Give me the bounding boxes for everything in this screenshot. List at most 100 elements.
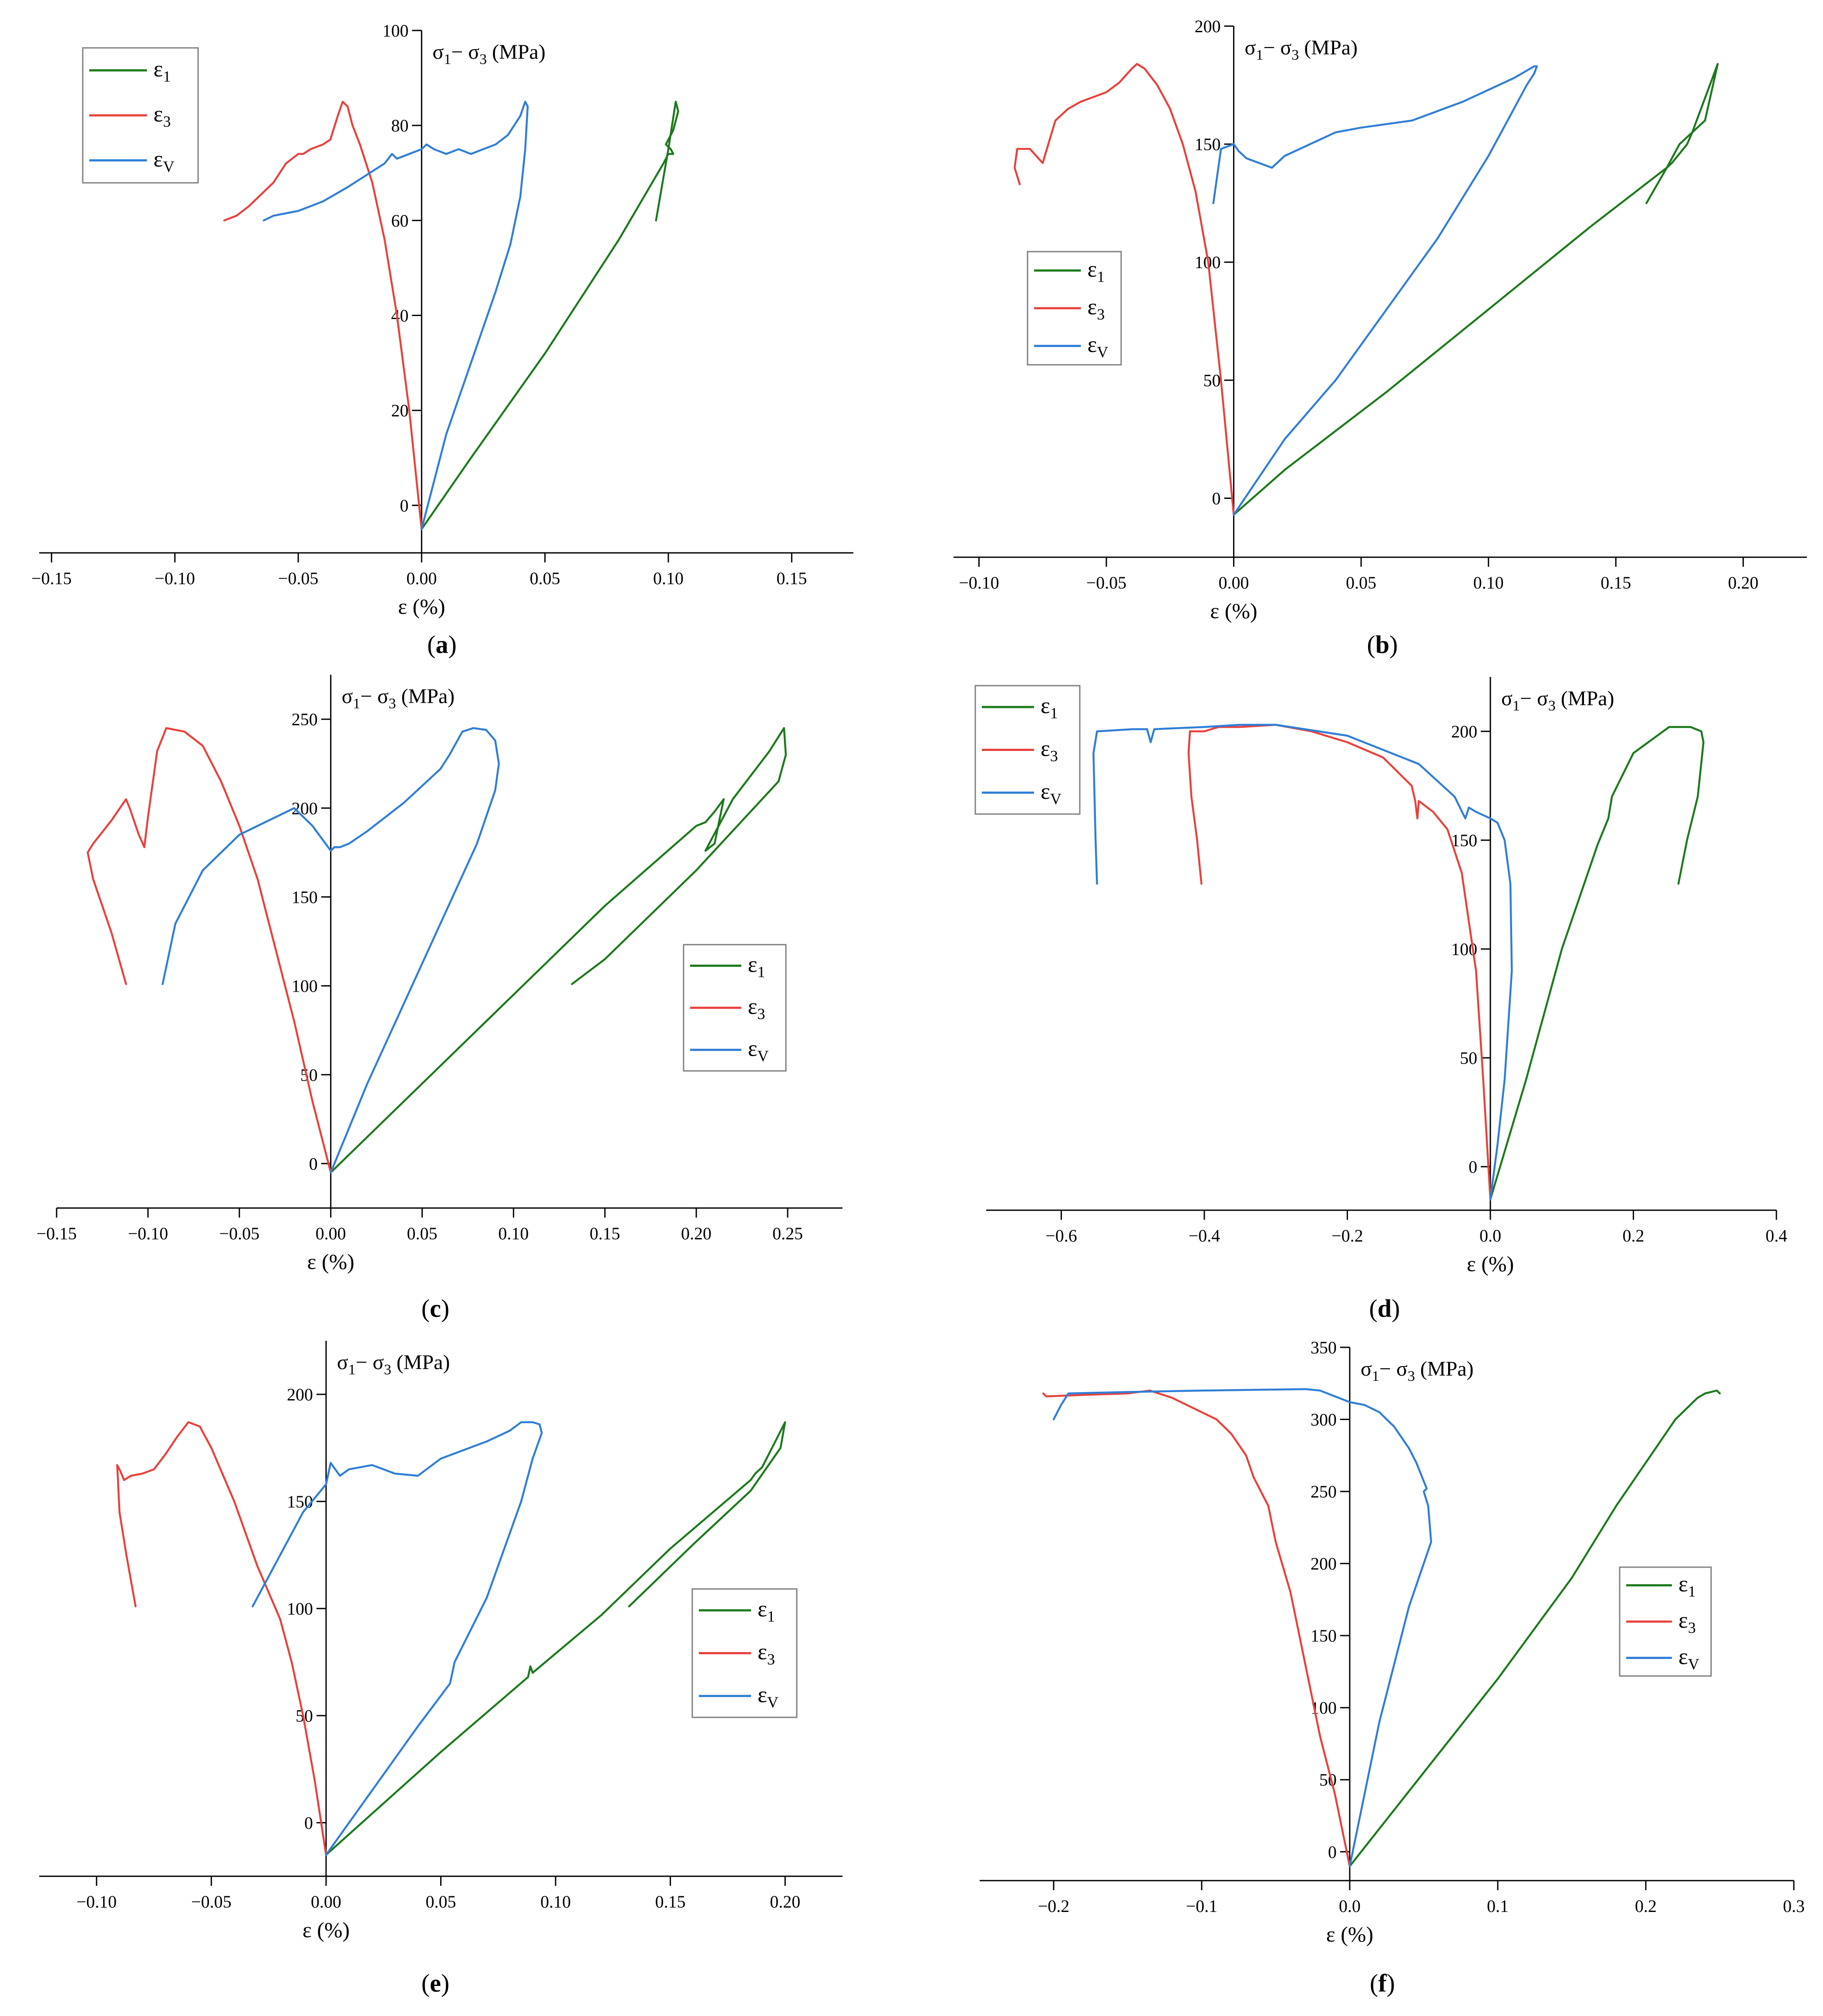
x-tick-label: 0.05 xyxy=(426,1892,456,1912)
y-tick-label: 200 xyxy=(287,1385,313,1404)
series-line-e1 xyxy=(325,1421,786,1856)
legend-label-e3: ε3 xyxy=(748,994,765,1023)
x-tick-label: 0.20 xyxy=(1728,573,1759,592)
x-tick-label: 0.1 xyxy=(1487,1896,1509,1916)
y-tick-label: 80 xyxy=(391,116,408,135)
x-tick-label: −0.05 xyxy=(1086,573,1127,592)
y-axis-title: σ1− σ3 (MPa) xyxy=(337,1351,450,1378)
legend-label-ev: εV xyxy=(154,147,175,175)
legend-label-e1: ε1 xyxy=(758,1597,775,1625)
panel-label: (d) xyxy=(1369,1294,1400,1323)
y-tick-label: 40 xyxy=(391,306,408,326)
series-line-e3 xyxy=(116,1421,327,1856)
x-tick-label: 0.20 xyxy=(681,1224,711,1243)
y-tick-label: 200 xyxy=(1311,1554,1337,1574)
x-tick-label: 0.05 xyxy=(530,569,560,588)
x-axis-title: ε (%) xyxy=(1326,1922,1373,1946)
x-tick-label: −0.10 xyxy=(128,1224,168,1243)
y-tick-label: 300 xyxy=(1311,1410,1337,1430)
x-tick-label: −0.10 xyxy=(959,573,999,592)
y-tick-label: 150 xyxy=(1195,135,1221,154)
y-tick-label: 0 xyxy=(1469,1157,1477,1177)
legend-label-ev: εV xyxy=(1678,1644,1699,1673)
y-tick-label: 50 xyxy=(1203,370,1221,390)
y-tick-label: 150 xyxy=(1311,1626,1337,1646)
y-tick-label: 0 xyxy=(400,496,408,515)
legend-label-e3: ε3 xyxy=(1678,1608,1696,1636)
series-line-e3 xyxy=(1187,724,1492,1201)
series-line-ev xyxy=(162,727,500,1174)
x-tick-label: 0.05 xyxy=(1346,573,1376,592)
series-line-e3 xyxy=(1042,1390,1351,1868)
y-tick-label: 0 xyxy=(1328,1842,1337,1862)
series-line-e1 xyxy=(1489,726,1705,1201)
legend-label-e1: ε1 xyxy=(1041,693,1058,722)
x-tick-label: 0.25 xyxy=(772,1224,803,1243)
legend-label-e3: ε3 xyxy=(1041,737,1058,765)
y-tick-label: 150 xyxy=(1451,831,1477,850)
y-tick-label: 50 xyxy=(1460,1048,1477,1068)
panel-label: (e) xyxy=(421,1969,449,1997)
x-tick-label: −0.2 xyxy=(1331,1226,1363,1245)
x-tick-label: −0.05 xyxy=(278,569,319,588)
x-tick-label: 0.0 xyxy=(1479,1226,1501,1245)
x-tick-label: −0.05 xyxy=(191,1892,232,1912)
y-tick-label: 0 xyxy=(304,1813,313,1833)
y-tick-label: 60 xyxy=(391,211,408,230)
series-line-ev xyxy=(1212,65,1538,516)
panel-label: (c) xyxy=(421,1294,449,1323)
x-tick-label: −0.4 xyxy=(1189,1226,1220,1245)
x-tick-label: 0.20 xyxy=(770,1892,800,1912)
legend-label-ev: εV xyxy=(758,1683,778,1711)
chart-panel-e: −0.10 −0.05 0.00 0.05 0.10 0.15 0.200501001502… xyxy=(39,1341,842,1997)
x-tick-label: 0.4 xyxy=(1766,1226,1787,1245)
series-line-ev xyxy=(263,101,529,530)
y-axis-title: σ1− σ3 (MPa) xyxy=(1501,687,1614,714)
legend: ε1 ε3 εV xyxy=(691,1588,798,1718)
y-tick-label: 200 xyxy=(292,798,318,818)
series-line-ev xyxy=(251,1421,543,1856)
legend-label-e1: ε1 xyxy=(1678,1572,1696,1600)
series-line-e1 xyxy=(1233,63,1719,516)
x-tick-label: 0.15 xyxy=(776,569,807,588)
x-tick-label: −0.10 xyxy=(77,1892,117,1912)
legend-label-e1: ε1 xyxy=(1088,257,1105,285)
x-tick-label: −0.6 xyxy=(1045,1226,1077,1245)
series-line-e1 xyxy=(330,727,787,1174)
x-tick-label: 0.00 xyxy=(316,1224,346,1243)
legend-label-ev: εV xyxy=(1041,779,1061,808)
x-tick-label: −0.1 xyxy=(1186,1896,1218,1916)
legend-label-ev: εV xyxy=(748,1037,769,1065)
y-tick-label: 20 xyxy=(391,401,408,421)
legend: ε1 ε3 εV xyxy=(1027,251,1122,366)
x-tick-label: 0.05 xyxy=(407,1224,438,1243)
series-line-e3 xyxy=(223,101,423,530)
y-tick-label: 200 xyxy=(1195,17,1221,36)
x-tick-label: −0.05 xyxy=(219,1224,259,1243)
x-tick-label: −0.15 xyxy=(37,1224,77,1243)
y-tick-label: 250 xyxy=(1311,1482,1337,1501)
x-tick-label: −0.10 xyxy=(155,569,195,588)
y-tick-label: 50 xyxy=(1319,1770,1337,1790)
series-line-e1 xyxy=(421,101,679,530)
legend-label-e3: ε3 xyxy=(758,1640,775,1668)
legend-label-e1: ε1 xyxy=(154,57,171,85)
legend-label-e3: ε3 xyxy=(1088,295,1105,323)
x-tick-label: 0.2 xyxy=(1622,1226,1644,1245)
chart-panel-b: −0.10 −0.05 0.00 0.05 0.10 0.15 0.200501001502… xyxy=(954,17,1807,659)
x-tick-label: 0.00 xyxy=(1219,573,1249,592)
chart-panel-c: −0.15 −0.10 −0.05 0.00 0.05 0.10 0.15 0.20 0.25 0… xyxy=(37,675,842,1323)
y-tick-label: 100 xyxy=(287,1599,313,1619)
y-axis-title: σ1− σ3 (MPa) xyxy=(342,685,455,712)
x-tick-label: 0.00 xyxy=(406,569,437,588)
x-tick-label: 0.10 xyxy=(498,1224,529,1243)
x-tick-label: 0.15 xyxy=(590,1224,620,1243)
series-line-e3 xyxy=(1014,63,1235,516)
legend: ε1 ε3 εV xyxy=(1619,1566,1712,1677)
x-tick-label: 0.10 xyxy=(653,569,684,588)
y-tick-label: 0 xyxy=(309,1154,318,1174)
legend: ε1 ε3 εV xyxy=(974,685,1081,815)
legend-label-e1: ε1 xyxy=(748,952,765,980)
panels-container: −0.15 −0.10 −0.05 0.00 0.05 0.10 0.15020406080… xyxy=(31,17,1807,1997)
x-axis-title: ε (%) xyxy=(1210,599,1257,623)
